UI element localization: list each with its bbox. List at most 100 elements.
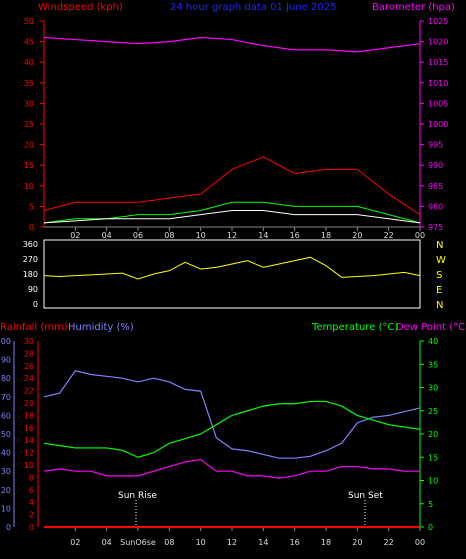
panel3-x-tick-label: 08 [164,538,174,547]
temperature-tick-label: 5 [428,500,433,509]
panel1-x-tick-label: 14 [258,231,268,240]
panel3-x-tick-label: 18 [321,538,331,547]
panel3-x-tick-label: 22 [384,538,394,547]
panel3-x-tick-labels: 02 04 SunO6se 08 10 12 14 16 18 20 22 00 [70,527,425,547]
barometer-tick-label: 985 [428,182,443,191]
humidity-tick-label: 0 [6,523,11,532]
windspeed-tick-label: 40 [24,58,34,67]
rainfall-tick-label: 2 [29,511,34,520]
sunrise-label: Sun Rise [118,491,157,501]
rainfall-tick-label: 18 [24,411,34,420]
series-dew-point [43,458,420,479]
temperature-tick-labels: 0 5 10 15 20 25 30 35 40 [420,337,438,532]
humidity-tick-label: 10 [1,504,11,513]
rainfall-tick-label: 4 [29,498,34,507]
panel1-x-tick-labels: 02 04 06 08 10 12 14 16 18 20 22 00 [70,227,425,240]
humidity-tick-label: 100 [0,337,11,346]
direction-series [43,256,421,280]
compass-label: W [436,255,446,266]
humidity-tick-label: 60 [1,411,11,420]
panel1-x-tick-label: 22 [384,231,394,240]
panel1-x-tick-label: 06 [133,231,143,240]
panel1-x-tick-label: 04 [102,231,112,240]
windspeed-axis-title: Windspeed (kph) [38,2,123,13]
humidity-tick-label: 30 [1,467,11,476]
humidity-tick-labels: 0 10 20 30 40 50 60 70 80 90 100 [0,337,11,532]
rainfall-tick-label: 14 [24,436,34,445]
windspeed-tick-label: 5 [29,202,34,211]
rainfall-tick-label: 6 [29,486,34,495]
barometer-tick-label: 975 [428,223,443,232]
series-humidity [43,370,421,459]
rainfall-tick-label: 22 [24,387,34,396]
temperature-tick-label: 15 [428,453,438,462]
direction-tick-label: 360 [23,240,38,249]
windspeed-tick-label: 50 [24,17,34,26]
humidity-tick-label: 80 [1,374,11,383]
barometer-tick-label: 995 [428,141,443,150]
barometer-tick-label: 990 [428,161,443,170]
humidity-tick-label: 40 [1,449,11,458]
rainfall-tick-label: 10 [24,461,34,470]
humidity-tick-label: 20 [1,486,11,495]
windspeed-tick-label: 0 [29,223,34,232]
windspeed-tick-label: 45 [24,38,34,47]
windspeed-tick-label: 30 [24,99,34,108]
panel3-x-tick-label: 00 [415,538,425,547]
panel3-x-tick-label: 16 [290,538,300,547]
humidity-tick-label: 50 [1,430,11,439]
direction-frame [43,239,421,309]
temperature-tick-label: 40 [428,337,438,346]
barometer-tick-labels: 975 980 985 990 995 1000 1005 1010 1015 1020 1025 [420,17,448,232]
temperature-tick-label: 35 [428,360,438,369]
barometer-axis-title: Barometer (hpa) [372,2,455,13]
chart-title: 24 hour graph data 01 June 2025 [170,2,336,13]
panel3-x-tick-label: 04 [102,538,112,547]
windspeed-tick-label: 35 [24,79,34,88]
windspeed-tick-label: 15 [24,161,34,170]
panel-wind-barometer: Windspeed (kph) 24 hour graph data 01 Ju… [24,2,455,240]
temperature-tick-label: 30 [428,384,438,393]
series-average [43,210,421,224]
humidity-tick-label: 70 [1,393,11,402]
panel1-x-tick-label: 08 [164,231,174,240]
series-gust [43,156,421,216]
compass-label: E [436,285,442,296]
panel3-x-tick-label: 10 [196,538,206,547]
rainfall-tick-label: 8 [29,473,34,482]
windspeed-tick-labels: 0 5 10 15 20 25 30 35 40 45 50 [24,17,44,232]
windspeed-tick-label: 25 [24,120,34,129]
series-direction [43,256,421,280]
direction-tick-labels: 0 90 180 270 360 [23,240,38,309]
barometer-tick-label: 1010 [428,79,448,88]
rainfall-tick-label: 28 [24,349,34,358]
dew-point-axis-title: Dew Point (°C) [396,322,466,333]
panel1-x-tick-label: 16 [290,231,300,240]
temperature-tick-label: 10 [428,477,438,486]
panel1-x-tick-label: 20 [352,231,362,240]
compass-label: N [436,240,443,251]
panel-temperature-humidity: Rainfall (mm) Humidity (%) Temperature (… [0,322,466,547]
direction-tick-label: 270 [23,255,38,264]
rainfall-tick-label: 30 [24,337,34,346]
panel3-x-tick-label: 20 [352,538,362,547]
panel3-x-tick-label: 12 [227,538,237,547]
humidity-axis-title: Humidity (%) [68,322,134,333]
panel1-x-tick-label: 00 [415,231,425,240]
panel1-x-tick-label: 18 [321,231,331,240]
panel3-x-tick-label: SunO6se [120,538,156,547]
panel3-x-tick-label: 02 [70,538,80,547]
barometer-tick-label: 1025 [428,17,448,26]
rainfall-tick-label: 0 [29,523,34,532]
rainfall-tick-label: 26 [24,362,34,371]
direction-tick-label: 0 [33,300,38,309]
windspeed-tick-label: 20 [24,141,34,150]
series-barometer [43,36,421,53]
temperature-tick-label: 0 [428,523,433,532]
rainfall-tick-label: 24 [24,374,34,383]
panel1-x-tick-label: 12 [227,231,237,240]
